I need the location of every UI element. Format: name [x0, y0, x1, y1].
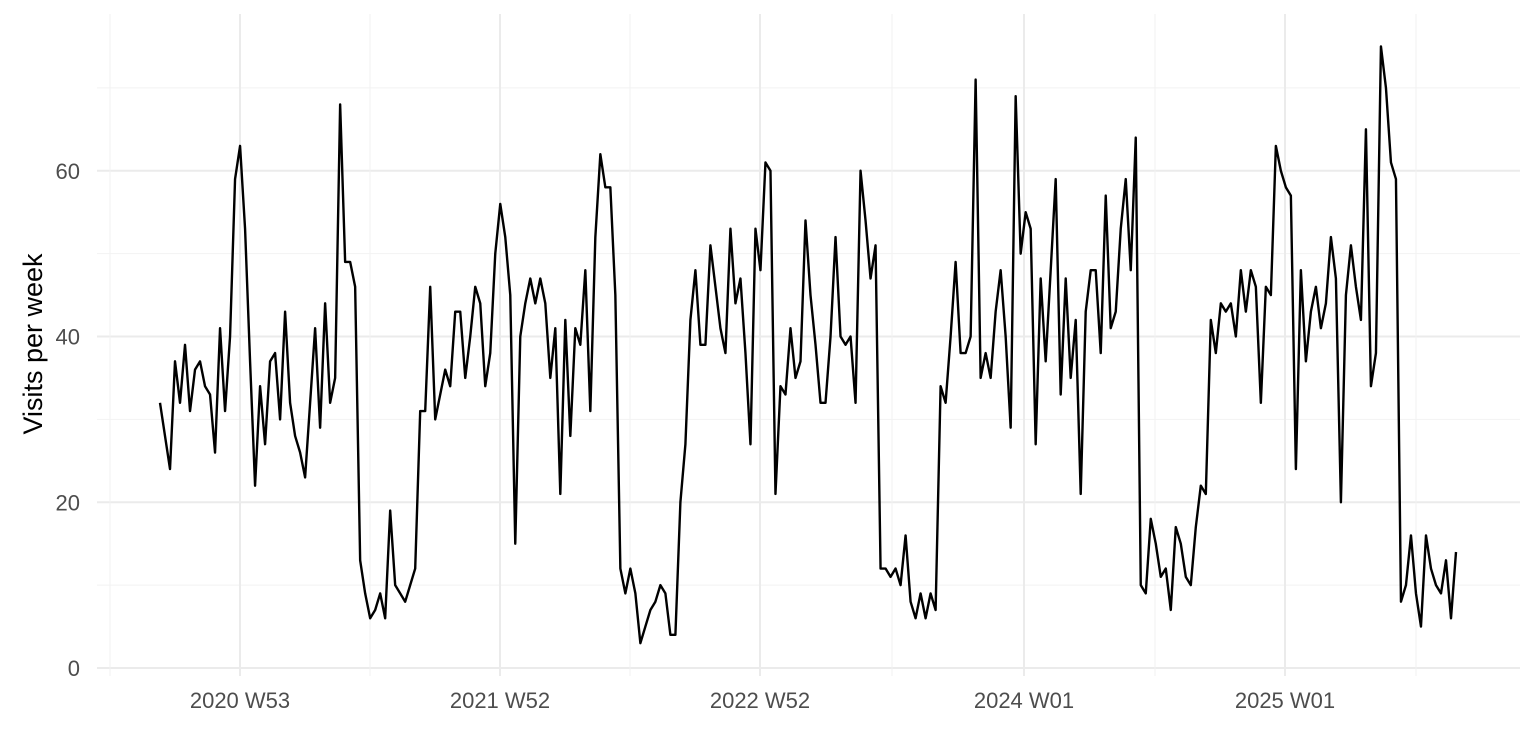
- y-tick-label: 60: [56, 159, 80, 184]
- y-axis-tick-labels: 0 20 40 60: [56, 159, 80, 681]
- x-tick-label: 2024 W01: [974, 688, 1074, 713]
- series-line: [158, 45, 1458, 645]
- y-tick-label: 20: [56, 490, 80, 515]
- x-tick-label: 2025 W01: [1235, 688, 1335, 713]
- y-axis-title: Visits per week: [18, 253, 48, 435]
- x-axis-tick-labels: 2020 W53 2021 W52 2022 W52 2024 W01 2025 W01: [190, 688, 1335, 713]
- gridlines: [97, 14, 1520, 676]
- y-tick-label: 40: [56, 325, 80, 350]
- x-tick-label: 2022 W52: [710, 688, 810, 713]
- x-tick-label: 2020 W53: [190, 688, 290, 713]
- x-tick-label: 2021 W52: [450, 688, 550, 713]
- y-tick-label: 0: [68, 656, 80, 681]
